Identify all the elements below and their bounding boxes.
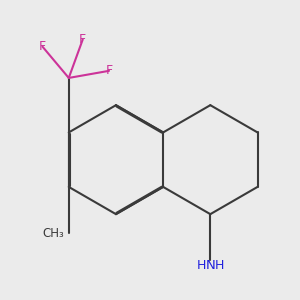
Text: F: F (79, 33, 86, 46)
Text: F: F (39, 40, 46, 53)
Text: F: F (105, 64, 112, 77)
Text: H: H (215, 260, 224, 272)
Text: H: H (196, 260, 206, 272)
Text: N: N (206, 260, 215, 272)
Text: CH₃: CH₃ (43, 227, 64, 240)
